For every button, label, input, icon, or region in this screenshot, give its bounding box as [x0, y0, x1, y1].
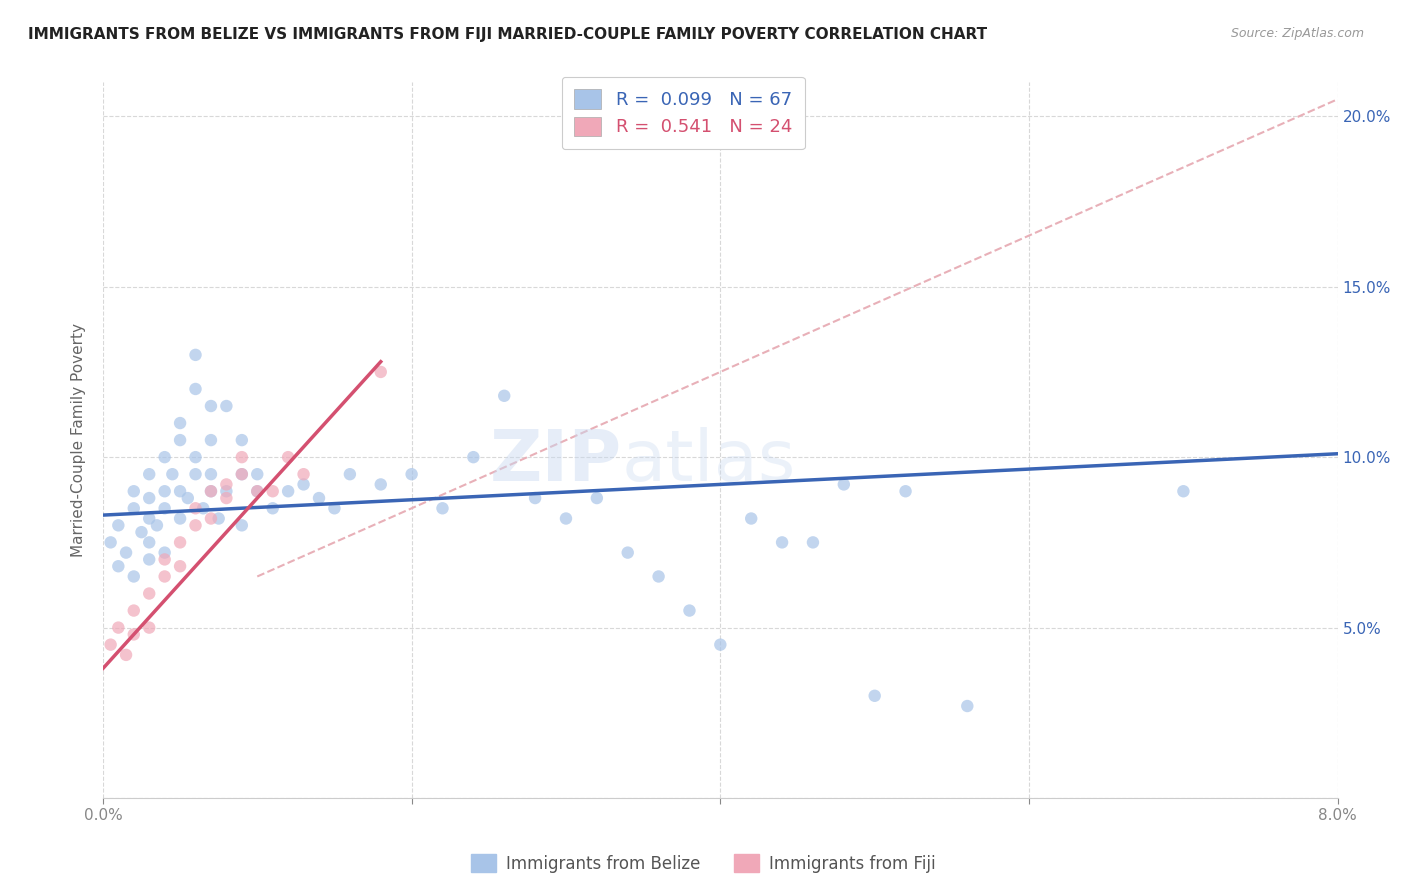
Point	[370, 477, 392, 491]
Point	[122, 603, 145, 617]
Point	[115, 648, 138, 662]
Point	[169, 559, 191, 574]
Point	[100, 638, 122, 652]
Point	[231, 433, 253, 447]
Point	[153, 569, 176, 583]
Text: IMMIGRANTS FROM BELIZE VS IMMIGRANTS FROM FIJI MARRIED-COUPLE FAMILY POVERTY COR: IMMIGRANTS FROM BELIZE VS IMMIGRANTS FRO…	[28, 27, 987, 42]
Text: ZIP: ZIP	[489, 427, 621, 496]
Point	[100, 535, 122, 549]
Point	[193, 501, 215, 516]
Point	[292, 477, 315, 491]
Point	[215, 399, 238, 413]
Point	[162, 467, 184, 482]
Y-axis label: Married-Couple Family Poverty: Married-Couple Family Poverty	[72, 323, 86, 558]
Point	[894, 484, 917, 499]
Point	[200, 484, 222, 499]
Point	[153, 546, 176, 560]
Point	[153, 552, 176, 566]
Point	[184, 348, 207, 362]
Point	[432, 501, 454, 516]
Point	[215, 491, 238, 505]
Point	[1173, 484, 1195, 499]
Point	[863, 689, 886, 703]
Point	[231, 467, 253, 482]
Point	[153, 450, 176, 465]
Point	[184, 450, 207, 465]
Point	[169, 511, 191, 525]
Point	[246, 484, 269, 499]
Point	[832, 477, 855, 491]
Point	[246, 484, 269, 499]
Point	[122, 569, 145, 583]
Point	[231, 450, 253, 465]
Point	[184, 518, 207, 533]
Point	[200, 484, 222, 499]
Point	[277, 450, 299, 465]
Point	[200, 399, 222, 413]
Point	[169, 484, 191, 499]
Point	[709, 638, 731, 652]
Point	[208, 511, 231, 525]
Point	[339, 467, 361, 482]
Text: Source: ZipAtlas.com: Source: ZipAtlas.com	[1230, 27, 1364, 40]
Point	[138, 621, 160, 635]
Point	[122, 501, 145, 516]
Point	[200, 433, 222, 447]
Point	[177, 491, 200, 505]
Point	[616, 546, 638, 560]
Point	[770, 535, 793, 549]
Point	[370, 365, 392, 379]
Point	[169, 433, 191, 447]
Point	[215, 477, 238, 491]
Point	[107, 621, 129, 635]
Point	[107, 559, 129, 574]
Point	[122, 627, 145, 641]
Point	[138, 535, 160, 549]
Point	[308, 491, 330, 505]
Legend: R =  0.099   N = 67, R =  0.541   N = 24: R = 0.099 N = 67, R = 0.541 N = 24	[562, 77, 804, 149]
Point	[215, 484, 238, 499]
Point	[956, 698, 979, 713]
Point	[231, 467, 253, 482]
Text: atlas: atlas	[621, 427, 796, 496]
Point	[292, 467, 315, 482]
Point	[146, 518, 169, 533]
Point	[231, 518, 253, 533]
Point	[494, 389, 516, 403]
Point	[262, 484, 284, 499]
Point	[184, 382, 207, 396]
Point	[169, 416, 191, 430]
Point	[122, 484, 145, 499]
Point	[169, 535, 191, 549]
Point	[277, 484, 299, 499]
Point	[740, 511, 762, 525]
Point	[555, 511, 578, 525]
Point	[463, 450, 485, 465]
Point	[401, 467, 423, 482]
Point	[246, 467, 269, 482]
Point	[323, 501, 346, 516]
Point	[647, 569, 669, 583]
Point	[153, 501, 176, 516]
Point	[153, 484, 176, 499]
Point	[184, 501, 207, 516]
Point	[262, 501, 284, 516]
Point	[138, 586, 160, 600]
Legend: Immigrants from Belize, Immigrants from Fiji: Immigrants from Belize, Immigrants from …	[464, 847, 942, 880]
Point	[200, 467, 222, 482]
Point	[678, 603, 700, 617]
Point	[115, 546, 138, 560]
Point	[107, 518, 129, 533]
Point	[131, 525, 153, 540]
Point	[586, 491, 609, 505]
Point	[138, 552, 160, 566]
Point	[138, 467, 160, 482]
Point	[801, 535, 824, 549]
Point	[184, 467, 207, 482]
Point	[524, 491, 547, 505]
Point	[138, 511, 160, 525]
Point	[138, 491, 160, 505]
Point	[200, 511, 222, 525]
